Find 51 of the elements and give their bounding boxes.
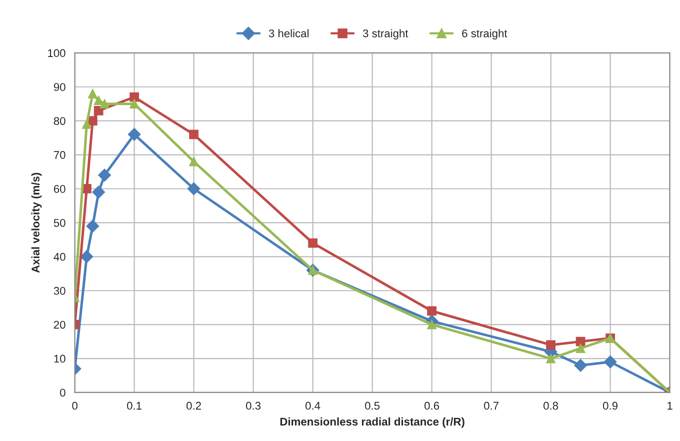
point (427, 306, 436, 316)
x-tick-label: 0.8 (544, 402, 558, 410)
point (98, 168, 111, 182)
point (94, 96, 104, 106)
point (308, 238, 318, 248)
point (94, 106, 104, 116)
x-tick-label: 0.7 (484, 402, 498, 410)
point (189, 130, 198, 140)
y-tick-label: 100 (48, 49, 66, 58)
x-tick-label: 0.2 (186, 402, 201, 410)
point (100, 99, 110, 109)
point (427, 320, 436, 330)
y-axis-title: Axial velocity (m/s) (31, 172, 42, 273)
point (546, 354, 556, 364)
point (574, 358, 587, 372)
legend-label: 6 straight (462, 29, 508, 40)
y-tick-label: 60 (54, 185, 66, 193)
x-tick-label: 0.6 (424, 402, 440, 410)
point (130, 99, 139, 109)
y-tick-label: 10 (54, 354, 66, 363)
y-tick-label: 50 (54, 218, 66, 227)
point (86, 220, 100, 233)
point (130, 92, 139, 102)
x-axis-title: Dimensionless radial distance (r/R) (280, 417, 464, 428)
point (189, 156, 198, 166)
x-tick-label: 0 (72, 402, 78, 410)
point (80, 250, 94, 264)
point (82, 120, 92, 129)
point (187, 182, 200, 196)
x-tick-label: 1 (668, 402, 672, 410)
point (604, 356, 617, 368)
y-tick-label: 20 (54, 320, 66, 329)
y-tick-label: 40 (54, 252, 66, 261)
x-tick-label: 0.1 (127, 402, 142, 410)
point (88, 88, 98, 98)
x-tick-label: 0.3 (246, 402, 261, 410)
y-tick-label: 30 (54, 286, 66, 295)
point (128, 128, 141, 141)
y-tick-label: 90 (54, 83, 66, 92)
x-tick-label: 0.4 (306, 402, 320, 410)
legend-label: 3 helical (268, 29, 308, 38)
y-tick-label: 0 (60, 388, 66, 397)
y-tick-label: 70 (54, 151, 66, 159)
x-tick-label: 0.5 (365, 402, 380, 410)
legend-label: 3 straight (362, 29, 408, 40)
point (576, 344, 586, 354)
x-tick-label: 0.9 (603, 402, 618, 410)
point (92, 186, 106, 199)
point (546, 340, 556, 350)
y-tick-label: 80 (54, 117, 66, 125)
point (88, 116, 98, 126)
